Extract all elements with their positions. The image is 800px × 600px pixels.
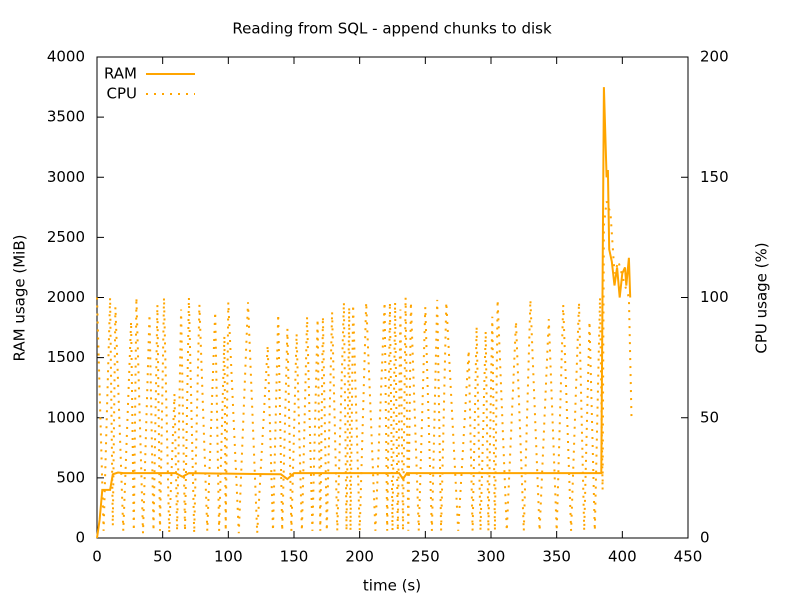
y-tick-label: 4000 — [47, 48, 85, 66]
x-tick-label: 400 — [608, 548, 637, 566]
y-tick-label: 1000 — [47, 408, 85, 426]
x-tick-label: 150 — [280, 548, 309, 566]
x-tick-label: 0 — [92, 548, 102, 566]
chart-title: Reading from SQL - append chunks to disk — [232, 20, 552, 38]
y-tick-label: 0 — [75, 529, 85, 547]
y-tick-label: 3000 — [47, 168, 85, 186]
y-tick-label: 3500 — [47, 108, 85, 126]
x-tick-label: 450 — [674, 548, 703, 566]
y-tick-label: 1500 — [47, 348, 85, 366]
x-tick-label: 250 — [411, 548, 440, 566]
y2-tick-label: 50 — [700, 408, 719, 426]
y2-axis-label: CPU usage (%) — [753, 242, 771, 353]
y-tick-label: 2000 — [47, 288, 85, 306]
series-line — [96, 200, 633, 534]
legend-label: RAM — [104, 65, 137, 83]
y2-tick-label: 200 — [700, 48, 729, 66]
y-tick-label: 2500 — [47, 228, 85, 246]
series-line — [96, 87, 632, 539]
x-tick-label: 300 — [477, 548, 506, 566]
x-axis-label: time (s) — [363, 577, 421, 595]
x-tick-label: 50 — [153, 548, 172, 566]
legend-label: CPU — [107, 85, 138, 103]
x-tick-label: 200 — [345, 548, 374, 566]
y-axis-label: RAM usage (MiB) — [11, 235, 29, 362]
y2-tick-label: 100 — [700, 288, 729, 306]
y2-tick-label: 150 — [700, 168, 729, 186]
y2-tick-label: 0 — [700, 529, 710, 547]
y-tick-label: 500 — [56, 468, 85, 486]
x-tick-label: 350 — [542, 548, 571, 566]
x-tick-label: 100 — [214, 548, 243, 566]
